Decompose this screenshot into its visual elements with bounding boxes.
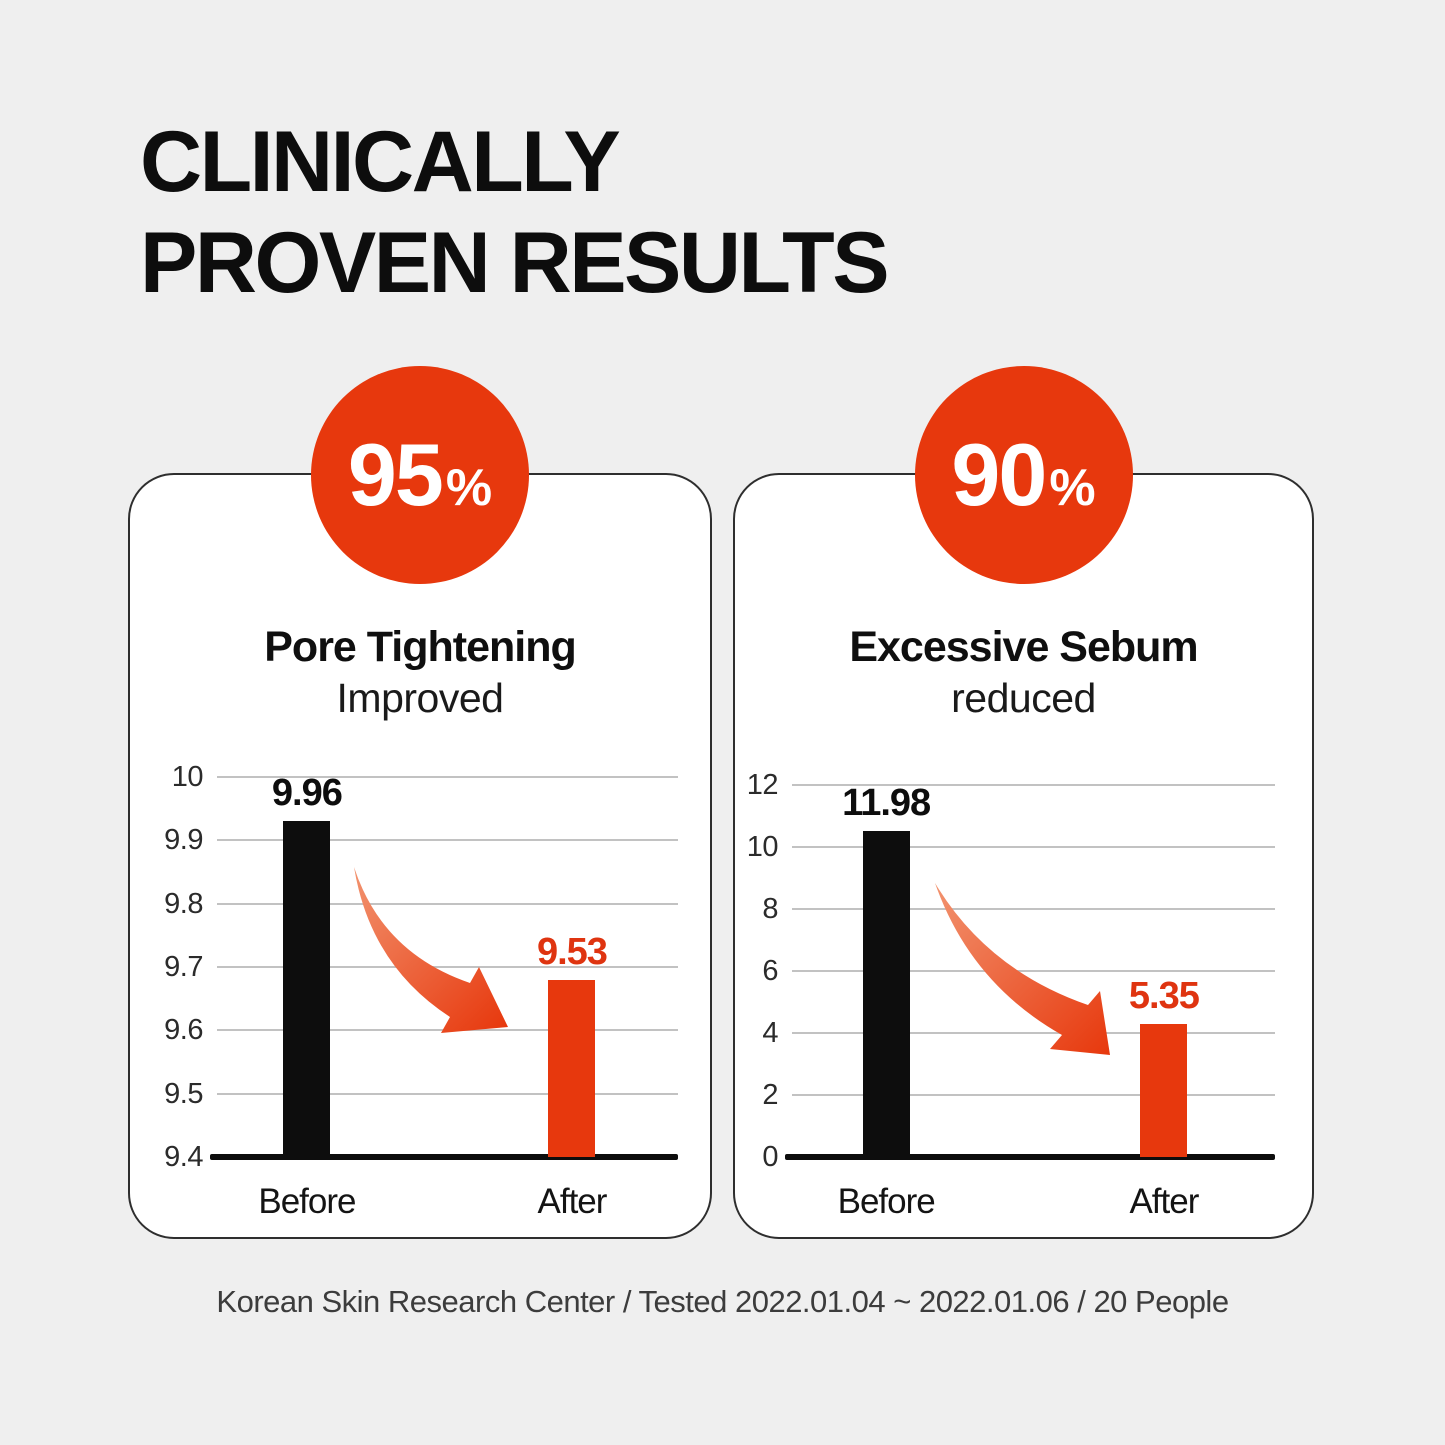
footnote: Korean Skin Research Center / Tested 202… (216, 1284, 1229, 1319)
gridline (217, 776, 678, 778)
bar-before (862, 831, 910, 1157)
category-label-after: After (1129, 1182, 1199, 1221)
y-axis-tick-label: 0 (762, 1141, 778, 1173)
y-axis-tick-label: 9.4 (164, 1141, 203, 1173)
y-axis-tick-label: 9.7 (164, 951, 203, 983)
value-label-after: 9.53 (536, 931, 608, 973)
results-card-excessive-sebum: 90 % Excessive Sebum reduced 12 10 8 6 4 2 0 11… (733, 366, 1314, 1239)
gridline (217, 839, 678, 842)
bar-after (1140, 1024, 1188, 1157)
y-axis-tick-label: 9.9 (164, 824, 203, 857)
category-label-before: Before (258, 1182, 356, 1221)
badge-value: 90 (951, 425, 1047, 524)
bar-before (283, 821, 331, 1157)
chart-subtitle: Improved (336, 675, 504, 721)
percentage-badge: 95 % (311, 366, 529, 584)
page-title: CLINICALLY PROVEN RESULTS (140, 112, 890, 314)
page-title-line2: PROVEN RESULTS (140, 215, 890, 311)
category-label-before: Before (837, 1182, 936, 1221)
y-axis-tick-label: 9.8 (164, 887, 203, 920)
x-axis-line (210, 1154, 678, 1160)
gridline (792, 846, 1275, 848)
percentage-badge: 90 % (914, 366, 1133, 584)
percentage-badge-text: 90 % (951, 431, 1095, 519)
plot-area: 12 10 8 6 4 2 0 11.98 Before 5.35 After (747, 770, 1275, 1221)
gridline (792, 784, 1275, 786)
chart-title: Pore Tightening (264, 623, 577, 671)
chart-subtitle: reduced (951, 675, 1096, 721)
y-axis-tick-label: 10 (746, 831, 779, 863)
chart-title: Excessive Sebum (849, 623, 1198, 671)
percentage-badge-text: 95 % (348, 431, 492, 519)
percent-sign: % (1049, 459, 1096, 517)
badge-value: 95 (347, 425, 444, 524)
value-label-before: 11.98 (842, 782, 931, 824)
value-label-after: 5.35 (1128, 975, 1200, 1017)
gridline (792, 1094, 1275, 1096)
gridline (217, 1092, 678, 1095)
y-axis-tick-label: 4 (762, 1017, 778, 1049)
y-axis-tick-label: 9.6 (164, 1014, 203, 1047)
percent-sign: % (445, 459, 493, 517)
y-axis-tick-label: 8 (762, 893, 778, 925)
bar-after (548, 980, 596, 1157)
y-axis-tick-label: 6 (762, 955, 778, 987)
category-label-after: After (537, 1182, 608, 1221)
y-axis-tick-label: 10 (171, 761, 204, 793)
value-label-before: 9.96 (271, 772, 343, 814)
y-axis-tick-label: 9.5 (164, 1077, 203, 1110)
plot-area: 10 9.9 9.8 9.7 9.6 9.5 9.4 9.96 Before 9.53 After (164, 762, 678, 1221)
y-axis-tick-label: 12 (746, 769, 779, 801)
x-axis-line (785, 1154, 1275, 1160)
y-axis-tick-label: 2 (762, 1079, 778, 1111)
page-title-line1: CLINICALLY (140, 114, 621, 210)
results-card-pore-tightening: 95 % Pore Tightening Improved 10 9.9 9.8 9.… (128, 366, 712, 1239)
